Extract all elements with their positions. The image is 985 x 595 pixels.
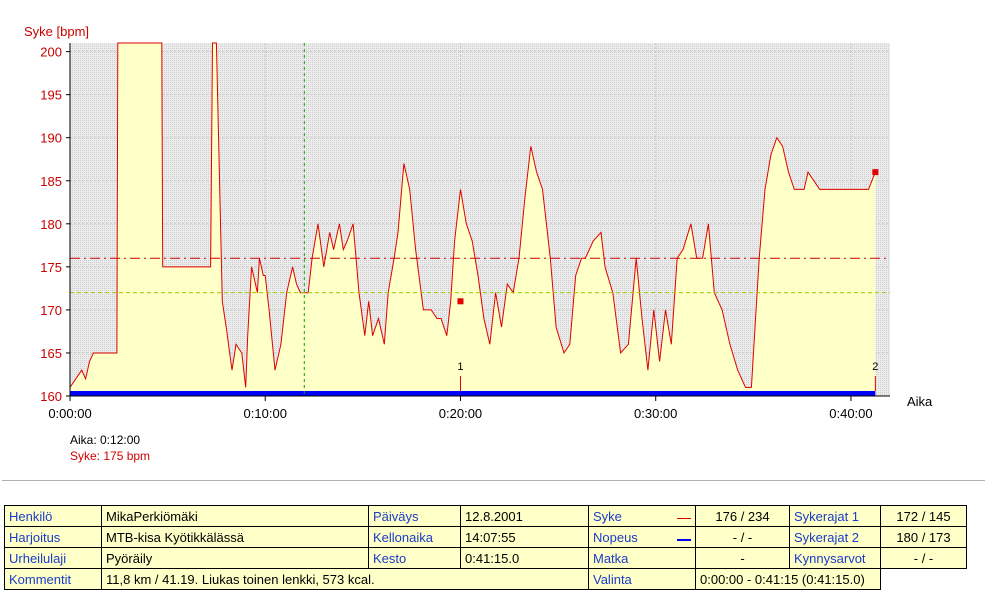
kynnysarvot-label: Kynnysarvot [789, 547, 881, 569]
table-row: Urheilulaji Pyöräily Kesto 0:41:15.0 Mat… [4, 547, 967, 569]
y-tick-label: 160 [40, 389, 62, 404]
kommentit-label: Kommentit [4, 568, 102, 590]
sykerajat2-label: Sykerajat 2 [789, 526, 881, 548]
table-row: Henkilö MikaPerkiömäki Päiväys 12.8.2001… [4, 505, 967, 527]
y-tick-label: 170 [40, 303, 62, 318]
lap-marker [457, 298, 464, 305]
y-tick-label: 185 [40, 174, 62, 189]
sykerajat1-value: 172 / 145 [880, 505, 967, 527]
kesto-label: Kesto [368, 547, 461, 569]
kynnysarvot-value: - / - [880, 547, 967, 569]
lap-marker-label: 1 [457, 361, 463, 373]
harjoitus-label: Harjoitus [4, 526, 102, 548]
harjoitus-value: MTB-kisa Kyötikkälässä [101, 526, 369, 548]
speed-line [70, 391, 876, 396]
nopeus-label-text: Nopeus [593, 529, 638, 545]
kesto-value: 0:41:15.0 [460, 547, 589, 569]
nopeus-legend-line [677, 538, 691, 541]
urheilulaji-label: Urheilulaji [4, 547, 102, 569]
syke-legend-line [677, 517, 691, 519]
syke-label-text: Syke [593, 508, 622, 524]
lap-marker-label: 2 [872, 361, 878, 373]
empty-cell [880, 568, 967, 590]
y-axis-label: Syke [bpm] [24, 24, 89, 39]
divider [2, 480, 985, 481]
heart-rate-chart[interactable]: 1 2 200 195 190 185 180 175 170 165 160 0:00:00 0:1… [0, 0, 985, 480]
syke-label: Syke [588, 505, 696, 527]
kellonaika-value: 14:07:55 [460, 526, 589, 548]
y-tick-label: 190 [40, 131, 62, 146]
valinta-value: 0:00:00 - 0:41:15 (0:41:15.0) [695, 568, 881, 590]
paivays-label: Päiväys [368, 505, 461, 527]
cursor-readout: Aika: 0:12:00 Syke: 175 bpm [70, 432, 150, 464]
y-tick-label: 165 [40, 346, 62, 361]
henkilo-label: Henkilö [4, 505, 102, 527]
syke-value: 176 / 234 [695, 505, 790, 527]
table-row: Harjoitus MTB-kisa Kyötikkälässä Kellona… [4, 526, 967, 548]
x-tick-label: 0:20:00 [439, 406, 482, 421]
sykerajat1-label: Sykerajat 1 [789, 505, 881, 527]
cursor-heart-rate: Syke: 175 bpm [70, 449, 151, 463]
henkilo-value: MikaPerkiömäki [101, 505, 369, 527]
y-tick-label: 175 [40, 260, 62, 275]
y-tick-label: 195 [40, 88, 62, 103]
x-axis-label: Aika [907, 394, 933, 409]
x-tick-label: 0:10:00 [244, 406, 287, 421]
kellonaika-label: Kellonaika [368, 526, 461, 548]
matka-value: - [695, 547, 790, 569]
x-tick-label: 0:30:00 [634, 406, 677, 421]
urheilulaji-value: Pyöräily [101, 547, 369, 569]
matka-label: Matka [588, 547, 696, 569]
x-tick-label: 0:00:00 [48, 406, 91, 421]
table-row: Kommentit 11,8 km / 41.19. Liukas toinen… [4, 568, 967, 590]
paivays-value: 12.8.2001 [460, 505, 589, 527]
y-tick-label: 200 [40, 45, 62, 60]
exercise-info-table: Henkilö MikaPerkiömäki Päiväys 12.8.2001… [4, 505, 967, 590]
nopeus-label: Nopeus [588, 526, 696, 548]
valinta-label: Valinta [588, 568, 696, 590]
lap-marker [872, 169, 879, 176]
nopeus-value: - / - [695, 526, 790, 548]
kommentit-value: 11,8 km / 41.19. Liukas toinen lenkki, 5… [101, 568, 589, 590]
cursor-time: Aika: 0:12:00 [70, 433, 141, 447]
x-tick-label: 0:40:00 [829, 406, 872, 421]
sykerajat2-value: 180 / 173 [880, 526, 967, 548]
y-tick-label: 180 [40, 217, 62, 232]
